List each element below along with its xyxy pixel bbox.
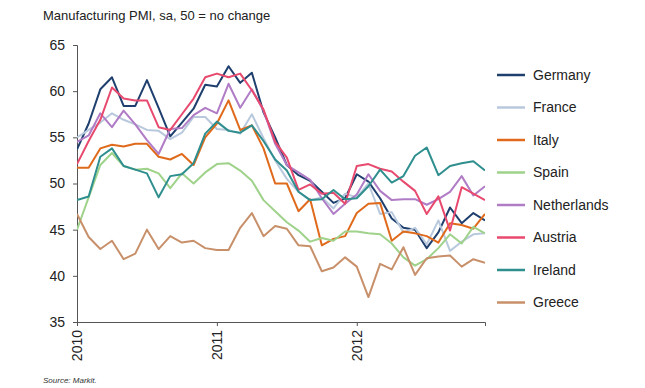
legend-label: Ireland [533,262,576,278]
y-tick-label: 35 [49,314,65,330]
legend-item: Ireland [497,262,576,278]
title: Manufacturing PMI, sa, 50 = no change [43,8,270,23]
y-tick-mark [73,276,77,277]
legend-swatch [497,106,525,109]
x-tick-mark [357,322,358,326]
x-tick-label: 2010 [69,330,85,361]
series-line [77,213,485,297]
lines [77,66,485,297]
legend-item: Italy [497,132,559,148]
legend-item: Spain [497,164,569,180]
y-axis: 35 40 45 50 55 60 65 [49,37,77,330]
y-tick-mark [73,184,77,185]
legend-label: Greece [533,294,579,310]
legend-item: Greece [497,294,579,310]
y-tick-mark [73,322,77,323]
x-tick: 2011 [209,322,225,360]
x-tick-label: 2011 [209,330,225,360]
series-line [77,122,485,200]
y-tick: 35 [49,314,77,330]
legend-swatch [497,269,525,272]
legend: Germany France Italy Spain Netherlands Austri… [497,67,609,311]
legend-label: France [533,99,577,115]
y-tick: 50 [49,175,77,191]
y-tick: 60 [49,83,77,99]
y-tick: 55 [49,129,77,145]
series-line [77,66,485,248]
y-tick-label: 45 [49,222,65,238]
legend-label: Germany [533,67,591,83]
legend-label: Italy [533,132,559,148]
x-tick: 2012 [349,322,365,361]
y-tick-label: 65 [49,37,65,53]
x-tick: 2010 [69,322,85,361]
y-tick-label: 55 [49,129,65,145]
source: Source: Markit. [43,376,97,385]
legend-label: Netherlands [533,197,609,213]
legend-swatch [497,139,525,142]
y-tick: 40 [49,268,77,284]
legend-label: Austria [533,229,577,245]
x-axis-line [78,323,486,327]
y-tick-mark [73,45,77,46]
y-tick-label: 50 [49,175,65,191]
y-tick: 45 [49,222,77,238]
legend-swatch [497,171,525,174]
legend-item: France [497,99,577,115]
series-line [77,100,485,245]
legend-label: Spain [533,164,569,180]
y-tick-label: 60 [49,83,65,99]
x-tick-mark [217,322,218,326]
legend-swatch [497,301,525,304]
legend-item: Austria [497,229,577,245]
legend-item: Netherlands [497,197,609,213]
legend-item: Germany [497,67,591,83]
y-tick-mark [73,137,77,138]
y-tick-label: 40 [49,268,65,284]
y-tick: 65 [49,37,77,53]
y-axis-line [73,46,78,323]
plot: 35 40 45 50 55 60 65 2010 2011 2012 [49,37,485,361]
chart: Manufacturing PMI, sa, 50 = no change Sou… [0,0,645,388]
y-tick-mark [73,91,77,92]
x-tick-mark [77,322,78,326]
series-line [77,74,485,231]
x-tick-label: 2012 [349,330,365,361]
series-line [77,113,485,251]
legend-swatch [497,204,525,207]
legend-swatch [497,236,525,239]
y-tick-mark [73,230,77,231]
x-axis: 2010 2011 2012 [69,322,485,361]
legend-swatch [497,74,525,77]
